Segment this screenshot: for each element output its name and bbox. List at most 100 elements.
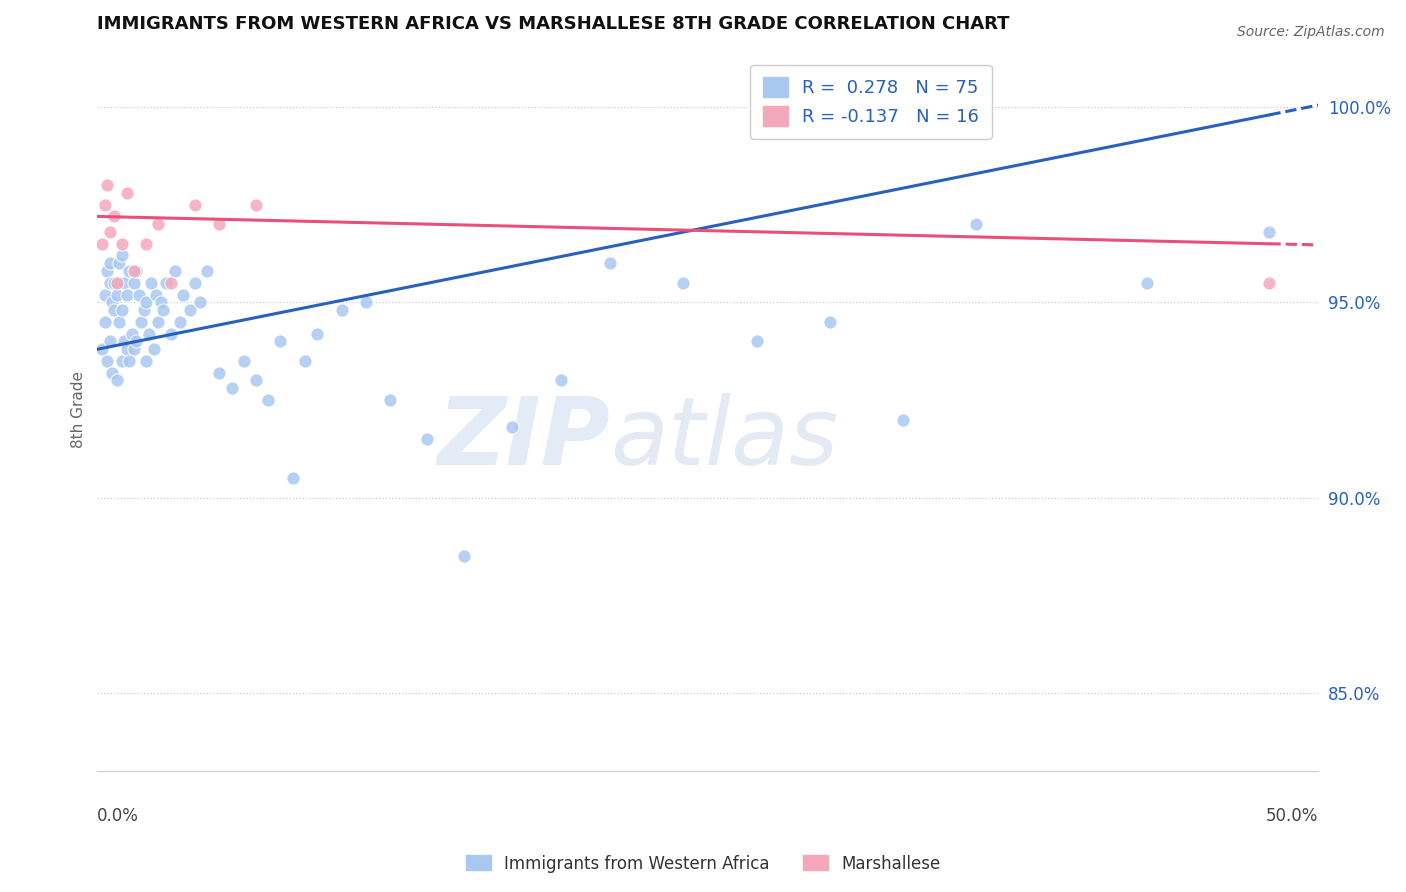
Point <box>135 295 157 310</box>
Point <box>103 210 125 224</box>
Point <box>208 366 231 380</box>
Point <box>118 264 141 278</box>
Point <box>269 334 291 349</box>
Point <box>139 276 162 290</box>
Point <box>101 366 124 380</box>
Point <box>112 334 135 349</box>
Point <box>1258 276 1281 290</box>
Point <box>453 549 475 564</box>
Point <box>115 343 138 357</box>
Point <box>101 295 124 310</box>
Point <box>965 217 987 231</box>
Point <box>111 354 134 368</box>
Point <box>307 326 329 341</box>
Legend: R =  0.278   N = 75, R = -0.137   N = 16: R = 0.278 N = 75, R = -0.137 N = 16 <box>749 65 991 139</box>
Point <box>98 334 121 349</box>
Y-axis label: 8th Grade: 8th Grade <box>72 371 86 449</box>
Point <box>145 287 167 301</box>
Text: atlas: atlas <box>610 393 838 484</box>
Point <box>232 354 254 368</box>
Point <box>245 197 267 211</box>
Point <box>91 236 114 251</box>
Point <box>103 303 125 318</box>
Point <box>142 343 165 357</box>
Point <box>96 354 118 368</box>
Point <box>281 471 304 485</box>
Point <box>105 276 128 290</box>
Point <box>169 315 191 329</box>
Point <box>818 315 841 329</box>
Point <box>135 354 157 368</box>
Point <box>245 374 267 388</box>
Point <box>208 217 231 231</box>
Point <box>96 178 118 193</box>
Point <box>159 326 181 341</box>
Point <box>96 264 118 278</box>
Point <box>105 287 128 301</box>
Point <box>330 303 353 318</box>
Point <box>105 374 128 388</box>
Point <box>294 354 316 368</box>
Point <box>354 295 377 310</box>
Point <box>599 256 621 270</box>
Text: IMMIGRANTS FROM WESTERN AFRICA VS MARSHALLESE 8TH GRADE CORRELATION CHART: IMMIGRANTS FROM WESTERN AFRICA VS MARSHA… <box>97 15 1010 33</box>
Point <box>122 276 145 290</box>
Point <box>91 343 114 357</box>
Text: 50.0%: 50.0% <box>1265 807 1319 825</box>
Point <box>745 334 768 349</box>
Point <box>128 287 150 301</box>
Point <box>184 276 207 290</box>
Point <box>118 354 141 368</box>
Text: 0.0%: 0.0% <box>97 807 139 825</box>
Point <box>891 412 914 426</box>
Point <box>1136 276 1159 290</box>
Point <box>93 287 115 301</box>
Point <box>111 248 134 262</box>
Point <box>98 276 121 290</box>
Point <box>111 303 134 318</box>
Point <box>257 392 280 407</box>
Point <box>98 256 121 270</box>
Point <box>155 276 177 290</box>
Point <box>165 264 187 278</box>
Point <box>98 225 121 239</box>
Text: ZIP: ZIP <box>437 392 610 484</box>
Point <box>149 295 172 310</box>
Point <box>179 303 201 318</box>
Point <box>111 236 134 251</box>
Point <box>672 276 695 290</box>
Point <box>148 315 170 329</box>
Point <box>93 315 115 329</box>
Point <box>1258 225 1281 239</box>
Point <box>188 295 211 310</box>
Point <box>115 287 138 301</box>
Point <box>152 303 174 318</box>
Point <box>121 326 143 341</box>
Point <box>148 217 170 231</box>
Legend: Immigrants from Western Africa, Marshallese: Immigrants from Western Africa, Marshall… <box>458 848 948 880</box>
Point <box>501 420 523 434</box>
Point <box>122 343 145 357</box>
Point <box>115 186 138 200</box>
Point <box>380 392 402 407</box>
Point <box>108 315 131 329</box>
Point <box>108 256 131 270</box>
Point <box>122 264 145 278</box>
Point <box>112 276 135 290</box>
Point <box>135 236 157 251</box>
Point <box>132 303 155 318</box>
Point <box>131 315 153 329</box>
Point <box>138 326 160 341</box>
Point <box>103 276 125 290</box>
Point <box>125 334 148 349</box>
Point <box>416 432 439 446</box>
Point <box>184 197 207 211</box>
Text: Source: ZipAtlas.com: Source: ZipAtlas.com <box>1237 25 1385 39</box>
Point <box>221 381 243 395</box>
Point <box>195 264 218 278</box>
Point <box>93 197 115 211</box>
Point <box>125 264 148 278</box>
Point <box>172 287 194 301</box>
Point <box>159 276 181 290</box>
Point <box>550 374 572 388</box>
